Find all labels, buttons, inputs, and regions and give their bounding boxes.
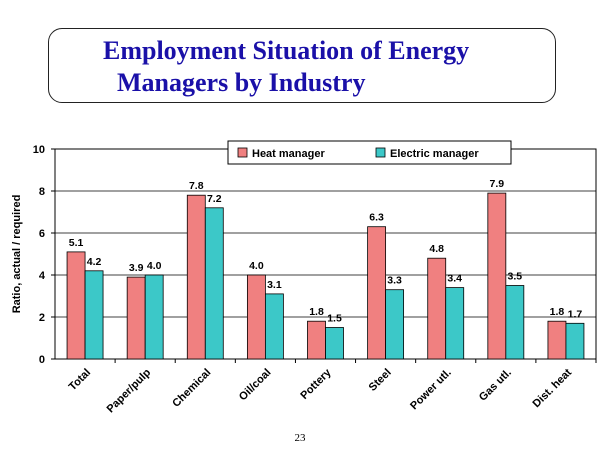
x-tick-label: Paper/pulp [105, 366, 154, 415]
data-label: 7.2 [207, 193, 222, 205]
x-tick-label: Total [67, 367, 93, 393]
bar-heat [246, 274, 266, 360]
page-number: 23 [294, 432, 306, 444]
slide-title-line-1: Employment Situation of Energy [103, 36, 470, 65]
x-tick-label: Pottery [298, 366, 334, 402]
bar-heat [367, 226, 387, 360]
y-tick-label: 10 [33, 144, 45, 156]
bar-electric [84, 270, 104, 360]
x-tick-label: Gas utl. [477, 367, 514, 404]
y-axis-label: Ratio, actual / required [11, 195, 23, 314]
bar-heat [186, 194, 206, 360]
legend-swatch-electric [375, 147, 386, 158]
data-label: 4.0 [249, 260, 264, 272]
bar-heat [307, 320, 326, 360]
y-tick-label: 2 [39, 312, 45, 324]
legend-label-heat: Heat manager [252, 148, 325, 160]
bar-electric [385, 289, 405, 360]
bar-electric [445, 287, 465, 360]
x-tick-label: Chemical [170, 367, 213, 410]
bar-heat [66, 251, 86, 360]
bar-electric [505, 285, 525, 360]
data-label: 4.8 [429, 243, 444, 255]
bar-heat [126, 276, 146, 360]
bar-heat [547, 320, 567, 360]
y-tick-label: 6 [39, 228, 45, 240]
bar-heat [487, 192, 507, 360]
data-label: 6.3 [369, 212, 384, 224]
data-label: 1.8 [550, 306, 565, 318]
y-tick-label: 8 [39, 186, 45, 198]
data-label: 1.8 [309, 306, 324, 318]
legend-swatch-heat [237, 147, 248, 158]
data-label: 3.5 [508, 271, 523, 283]
title-box [48, 28, 556, 103]
data-label: 7.8 [189, 180, 204, 192]
data-label: 3.1 [267, 279, 282, 291]
bar-electric [565, 322, 585, 360]
data-label: 4.2 [87, 256, 102, 268]
data-label: 1.5 [327, 313, 342, 325]
data-label: 3.3 [387, 275, 402, 287]
bar-electric [264, 293, 284, 360]
x-tick-label: Dist. heat [531, 366, 575, 410]
legend-label-electric: Electric manager [390, 148, 479, 160]
x-tick-label: Power utl. [408, 367, 454, 413]
data-label: 3.9 [129, 262, 144, 274]
y-tick-label: 4 [39, 270, 46, 282]
y-tick-label: 0 [39, 354, 45, 366]
x-tick-label: Steel [367, 367, 394, 394]
bar-electric [204, 207, 224, 360]
data-label: 5.1 [69, 237, 84, 249]
bar-electric [144, 274, 164, 360]
bar-electric [325, 327, 344, 360]
x-tick-label: Oil/coal [237, 367, 274, 404]
data-label: 3.4 [447, 273, 462, 285]
data-label: 7.9 [490, 178, 505, 190]
data-label: 4.0 [147, 260, 162, 272]
data-label: 1.7 [568, 308, 583, 320]
bar-heat [427, 257, 447, 360]
slide-title-line-2: Managers by Industry [117, 68, 366, 97]
legend-box [227, 140, 512, 165]
